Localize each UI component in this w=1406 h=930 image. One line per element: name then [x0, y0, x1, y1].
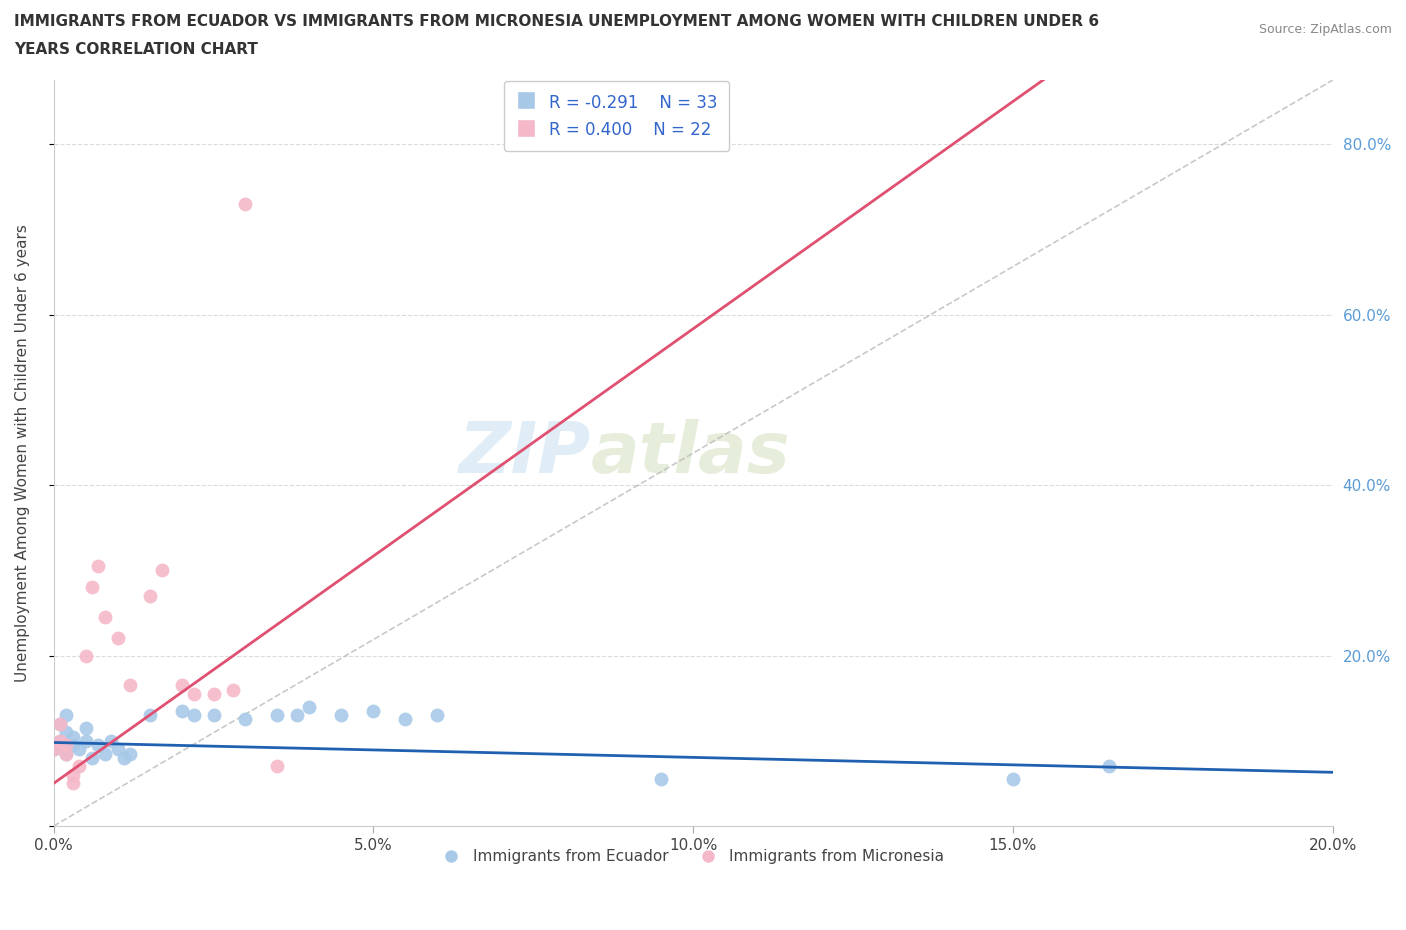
Text: atlas: atlas: [591, 418, 790, 487]
Point: [55, 746, 77, 761]
Point: [183, 708, 205, 723]
Point: [55, 724, 77, 739]
Point: [120, 678, 142, 693]
Point: [120, 746, 142, 761]
Text: YEARS CORRELATION CHART: YEARS CORRELATION CHART: [14, 42, 257, 57]
Point: [49, 716, 72, 731]
Point: [67, 742, 90, 757]
Point: [138, 708, 160, 723]
Point: [235, 196, 257, 211]
Point: [183, 686, 205, 701]
Point: [80, 751, 103, 765]
Text: ZIP: ZIP: [458, 418, 591, 487]
Point: [94, 746, 117, 761]
Point: [202, 708, 225, 723]
Point: [1098, 759, 1121, 774]
Point: [222, 683, 245, 698]
Point: [94, 610, 117, 625]
Point: [170, 703, 193, 718]
Point: [266, 759, 288, 774]
Point: [150, 563, 173, 578]
Point: [138, 589, 160, 604]
Point: [107, 742, 129, 757]
Point: [112, 751, 135, 765]
Legend: Immigrants from Ecuador, Immigrants from Micronesia: Immigrants from Ecuador, Immigrants from…: [436, 844, 950, 870]
Text: Source: ZipAtlas.com: Source: ZipAtlas.com: [1258, 23, 1392, 36]
Point: [62, 737, 84, 752]
Point: [266, 708, 288, 723]
Point: [49, 716, 72, 731]
Point: [298, 699, 321, 714]
Point: [67, 759, 90, 774]
Point: [426, 708, 449, 723]
Point: [650, 772, 672, 787]
Point: [62, 776, 84, 790]
Point: [80, 580, 103, 595]
Point: [62, 729, 84, 744]
Point: [170, 678, 193, 693]
Point: [394, 712, 416, 727]
Point: [75, 648, 97, 663]
Point: [42, 742, 65, 757]
Text: IMMIGRANTS FROM ECUADOR VS IMMIGRANTS FROM MICRONESIA UNEMPLOYMENT AMONG WOMEN W: IMMIGRANTS FROM ECUADOR VS IMMIGRANTS FR…: [14, 14, 1099, 29]
Y-axis label: Unemployment Among Women with Children Under 6 years: Unemployment Among Women with Children U…: [15, 224, 30, 682]
Point: [87, 737, 110, 752]
Point: [285, 708, 308, 723]
Point: [55, 746, 77, 761]
Point: [75, 734, 97, 749]
Point: [107, 631, 129, 646]
Point: [55, 737, 77, 752]
Point: [49, 734, 72, 749]
Point: [87, 559, 110, 574]
Point: [75, 721, 97, 736]
Point: [330, 708, 353, 723]
Point: [55, 708, 77, 723]
Point: [363, 703, 385, 718]
Point: [100, 734, 122, 749]
Point: [42, 742, 65, 757]
Point: [62, 767, 84, 782]
Point: [49, 734, 72, 749]
Point: [235, 712, 257, 727]
Point: [202, 686, 225, 701]
Point: [1001, 772, 1024, 787]
